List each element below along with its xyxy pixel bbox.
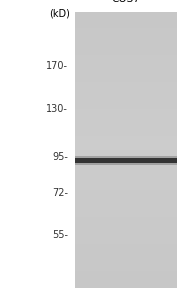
- Text: 72-: 72-: [52, 188, 68, 199]
- Text: 170-: 170-: [46, 61, 68, 71]
- Text: COS7: COS7: [112, 0, 141, 4]
- Text: 95-: 95-: [52, 152, 68, 162]
- Text: 130-: 130-: [46, 104, 68, 115]
- Text: 55-: 55-: [52, 230, 68, 241]
- Text: (kD): (kD): [49, 9, 70, 19]
